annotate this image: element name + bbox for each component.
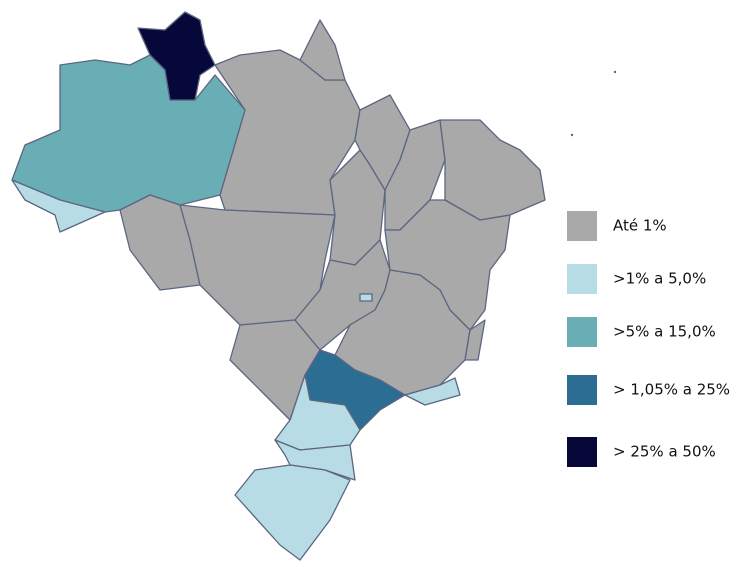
- legend-label: >1% a 5,0%: [613, 270, 706, 288]
- state: [359, 293, 373, 302]
- island: [570, 133, 574, 137]
- state: [404, 377, 461, 406]
- legend-swatch: [567, 264, 597, 294]
- legend-label: Até 1%: [613, 217, 667, 235]
- legend: Até 1% >1% a 5,0% >5% a 15,0% > 1,05% a 25%…: [567, 211, 730, 467]
- state: [299, 19, 346, 81]
- state: [137, 11, 216, 101]
- legend-swatch: [567, 437, 597, 467]
- legend-label: >5% a 15,0%: [613, 323, 716, 341]
- legend-swatch: [567, 317, 597, 347]
- state: [464, 319, 486, 361]
- state: [11, 179, 106, 233]
- island: [613, 70, 617, 74]
- legend-swatch: [567, 375, 597, 405]
- legend-label: > 1,05% a 25%: [613, 381, 730, 399]
- states: [11, 11, 617, 561]
- legend-label: > 25% a 50%: [613, 443, 716, 461]
- state: [11, 54, 246, 213]
- state: [234, 464, 351, 561]
- state: [274, 439, 356, 481]
- state: [439, 119, 546, 221]
- legend-swatch: [567, 211, 597, 241]
